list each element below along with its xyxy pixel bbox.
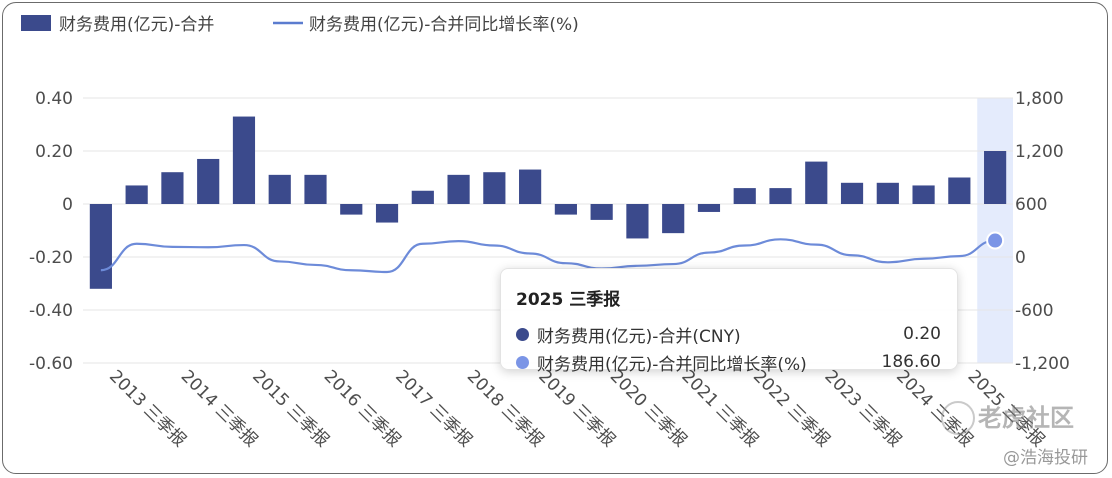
growth-point-highlighted	[986, 231, 1005, 250]
y-right-tick-label: 1,200	[1015, 142, 1064, 162]
y-left-tick-label: -0.20	[29, 248, 73, 268]
bar	[447, 174, 470, 204]
bar	[733, 188, 756, 204]
bar	[662, 204, 685, 234]
bar	[304, 174, 327, 204]
bar	[268, 174, 291, 204]
bar	[161, 172, 184, 204]
bar	[340, 204, 363, 215]
bar	[697, 204, 721, 212]
tooltip-label-expense: 财务费用(亿元)-合并(CNY)	[537, 326, 741, 347]
bar	[375, 204, 399, 223]
bar	[89, 204, 112, 289]
watermark-logo-icon	[941, 401, 975, 435]
line-series-dot-icon	[516, 355, 529, 369]
tooltip-label-growth: 财务费用(亿元)-合并同比增长率(%)	[537, 354, 807, 375]
bar	[769, 188, 792, 204]
y-left-tick-label: -0.40	[29, 301, 73, 321]
bar	[483, 172, 506, 204]
tooltip-row-expense: 财务费用(亿元)-合并(CNY) 0.20	[516, 320, 941, 348]
bar	[197, 158, 220, 204]
bar	[519, 169, 542, 204]
bar	[590, 204, 613, 220]
bar	[948, 177, 971, 204]
y-right-tick-label: -600	[1015, 301, 1054, 321]
watermark-text: 老虎社区	[978, 404, 1074, 432]
bar	[805, 161, 828, 204]
legend-label-growth: 财务费用(亿元)-合并同比增长率(%)	[309, 15, 579, 35]
bar-series-dot-icon	[516, 327, 529, 341]
bar	[984, 151, 1007, 204]
bar	[626, 204, 649, 239]
y-right-tick-label: 600	[1015, 195, 1047, 215]
bar	[411, 190, 434, 204]
tooltip-row-growth: 财务费用(亿元)-合并同比增长率(%) 186.60	[516, 348, 941, 376]
y-right-tick-label: 1,800	[1015, 89, 1064, 109]
bar	[232, 116, 256, 204]
y-left-tick-label: -0.60	[29, 354, 73, 374]
tooltip: 2025 三季报 财务费用(亿元)-合并(CNY) 0.20 财务费用(亿元)-…	[500, 268, 958, 375]
highlight-band	[977, 98, 1013, 363]
y-right-tick-label: -1,200	[1015, 354, 1070, 374]
bar	[840, 182, 864, 204]
legend-label-expense: 财务费用(亿元)-合并	[59, 15, 214, 35]
watermark-author: @浩海投研	[1003, 448, 1088, 468]
bar	[554, 204, 577, 215]
bar	[876, 182, 899, 204]
tooltip-title: 2025 三季报	[516, 290, 621, 310]
bar	[912, 185, 935, 204]
legend-bar-swatch	[21, 15, 51, 31]
combo-chart: 0.40 0.20 0 -0.20 -0.40 -0.60 1,800 1,200 600 0 -6…	[21, 15, 1070, 451]
tooltip-value-growth: 186.60	[881, 352, 941, 372]
bar	[125, 185, 148, 204]
y-left-tick-label: 0.40	[35, 89, 73, 109]
y-left-tick-label: 0.20	[35, 142, 73, 162]
tooltip-value-expense: 0.20	[903, 324, 941, 344]
y-left-tick-label: 0	[62, 195, 73, 215]
y-right-tick-label: 0	[1015, 248, 1026, 268]
growth-line	[100, 238, 996, 274]
